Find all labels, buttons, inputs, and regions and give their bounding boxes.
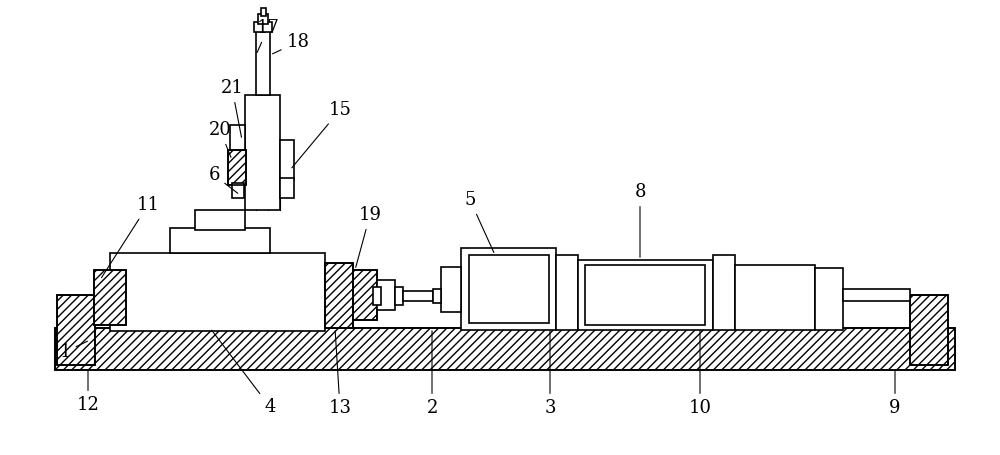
Text: 2: 2 (426, 331, 438, 417)
Bar (469, 255, 549, 323)
Bar (377, 280, 395, 310)
Bar (353, 270, 377, 320)
Bar (325, 263, 353, 328)
Bar (170, 228, 270, 253)
Bar (245, 95, 280, 210)
Bar (441, 267, 461, 312)
Bar (353, 270, 377, 320)
Text: 1: 1 (59, 341, 87, 361)
Bar (735, 265, 815, 330)
Text: 13: 13 (328, 331, 352, 417)
Bar (55, 328, 955, 370)
Text: 21: 21 (221, 79, 243, 137)
Text: 12: 12 (77, 371, 99, 414)
Bar (228, 150, 246, 185)
Text: 6: 6 (208, 166, 238, 193)
Bar (461, 248, 556, 330)
Text: 4: 4 (212, 330, 276, 416)
Bar (280, 178, 294, 198)
Bar (325, 263, 353, 328)
Bar (195, 210, 245, 230)
Bar (713, 255, 735, 330)
Bar (585, 265, 705, 325)
Bar (433, 289, 441, 303)
Bar (578, 260, 713, 330)
Bar (910, 295, 948, 365)
Bar (57, 295, 95, 365)
Bar (232, 183, 244, 198)
Text: 5: 5 (464, 191, 494, 253)
Text: 20: 20 (209, 121, 231, 157)
Bar (373, 287, 381, 305)
Bar (843, 289, 910, 301)
Bar (280, 140, 294, 180)
Bar (55, 328, 955, 370)
Bar (395, 287, 403, 305)
Bar (403, 291, 433, 301)
Bar (254, 22, 272, 32)
Bar (441, 292, 761, 300)
Bar (815, 268, 843, 330)
Bar (261, 8, 266, 16)
Text: 18: 18 (273, 33, 310, 54)
Bar (94, 270, 126, 325)
Text: 10: 10 (688, 331, 712, 417)
Bar (910, 295, 948, 365)
Text: 3: 3 (544, 331, 556, 417)
Bar (556, 255, 578, 330)
Text: 15: 15 (292, 101, 351, 168)
Bar (228, 150, 246, 185)
Bar (110, 253, 325, 331)
Bar (256, 30, 270, 95)
Text: 9: 9 (889, 371, 901, 417)
Bar (57, 295, 95, 365)
Bar (94, 270, 126, 325)
Text: 17: 17 (257, 19, 279, 52)
Text: 11: 11 (101, 196, 160, 278)
Bar (230, 125, 245, 150)
Text: 19: 19 (356, 206, 382, 268)
Bar (258, 14, 268, 24)
Text: 8: 8 (634, 183, 646, 257)
